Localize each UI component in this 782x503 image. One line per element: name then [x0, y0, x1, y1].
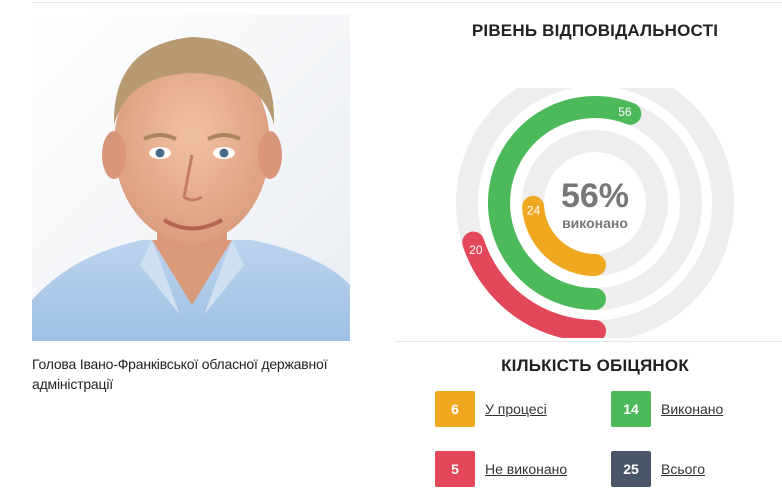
ring-label-0: 56 — [618, 105, 632, 119]
link-in-progress[interactable]: У процесі — [485, 401, 547, 417]
count-badge-not-done: 5 — [435, 451, 475, 487]
stat-in-progress: 6 У процесі — [435, 391, 547, 427]
link-total[interactable]: Всього — [661, 461, 706, 477]
stat-done: 14 Виконано — [611, 391, 723, 427]
link-done[interactable]: Виконано — [661, 401, 724, 417]
count-badge-done: 14 — [611, 391, 651, 427]
count-badge-in-progress: 6 — [435, 391, 475, 427]
promises-title: КІЛЬКІСТЬ ОБІЦЯНОК — [501, 356, 689, 375]
responsibility-title: РІВЕНЬ ВІДПОВІДАЛЬНОСТІ — [471, 21, 719, 40]
ring-arc-2 — [462, 231, 606, 342]
ring-label-1: 24 — [527, 204, 541, 218]
ring-arc-0 — [488, 96, 642, 310]
count-badge-total: 25 — [611, 451, 651, 487]
official-portrait-image — [32, 15, 350, 341]
stat-not-done: 5 Не виконано — [435, 451, 567, 487]
section-divider — [395, 341, 782, 342]
percent-value: 56% — [561, 177, 629, 215]
official-caption: Голова Івано-Франківської обласної держа… — [32, 356, 328, 392]
ring-label-2: 20 — [469, 243, 483, 257]
top-divider — [32, 2, 782, 3]
stat-total: 25 Всього — [611, 451, 705, 487]
responsibility-ring-chart: 56 24 20 56% виконано — [455, 64, 735, 342]
link-not-done[interactable]: Не виконано — [485, 461, 568, 477]
ring-arc-1 — [522, 195, 606, 276]
percent-caption: виконано — [562, 215, 628, 231]
